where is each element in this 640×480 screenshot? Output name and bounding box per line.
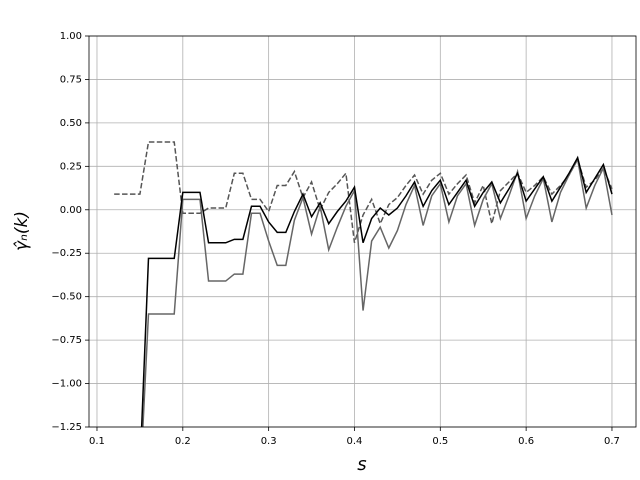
y-tick-label: 0.50: [60, 118, 82, 129]
data-line: [114, 141, 613, 244]
x-tick-label: 0.2: [175, 436, 191, 447]
data-line: [142, 157, 613, 427]
x-axis-label: s: [357, 454, 366, 475]
plot-frame: [88, 35, 637, 428]
x-tick-label: 0.4: [347, 436, 363, 447]
data-line: [140, 155, 613, 427]
x-tick-label: 0.1: [89, 436, 105, 447]
y-tick-label: −0.50: [51, 292, 82, 303]
y-tick-label: 0.75: [60, 74, 82, 85]
y-tick-label: −0.25: [51, 248, 82, 259]
y-tick-label: −1.00: [51, 379, 82, 390]
y-axis-label: γ̂ₙ(k): [12, 211, 32, 251]
x-tick-label: 0.7: [604, 436, 620, 447]
y-tick-label: −1.25: [51, 422, 82, 433]
y-tick-label: 0.00: [60, 205, 82, 216]
y-tick-label: 1.00: [60, 31, 82, 42]
x-tick-label: 0.6: [518, 436, 534, 447]
y-tick-label: −0.75: [51, 335, 82, 346]
x-tick-label: 0.3: [261, 436, 277, 447]
y-tick-label: 0.25: [60, 161, 82, 172]
x-tick-label: 0.5: [432, 436, 448, 447]
